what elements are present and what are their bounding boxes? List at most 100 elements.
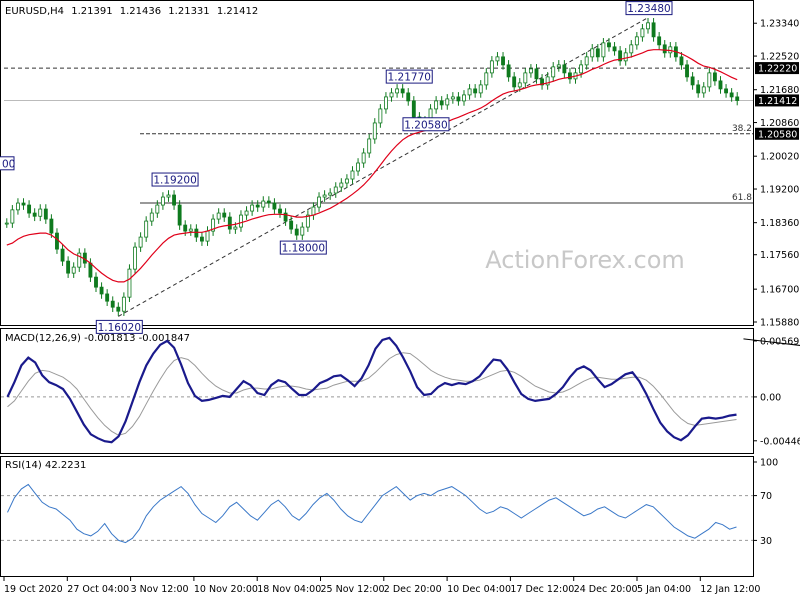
date-tick-label-4: 18 Nov 04:00 xyxy=(257,584,321,595)
date-tick-label-9: 24 Dec 20:00 xyxy=(574,584,638,595)
candle-body-40 xyxy=(227,216,232,230)
candle-body-33 xyxy=(188,228,193,232)
candle-body-87 xyxy=(489,60,494,74)
candle-body-93 xyxy=(523,72,528,84)
candle-body-100 xyxy=(562,64,567,74)
price-tick-label-2: 1.21680 xyxy=(760,85,799,96)
candle-body-122 xyxy=(685,64,689,78)
candle-body-19 xyxy=(110,300,115,308)
support-trendline xyxy=(118,17,649,317)
level-tag-box-1 xyxy=(755,127,799,140)
fib-label-0: 38.2 xyxy=(732,124,752,134)
annotation-label-0: 1.16020 xyxy=(98,322,141,334)
candle-body-94 xyxy=(528,68,533,74)
candle-body-13 xyxy=(77,252,82,268)
candle-body-18 xyxy=(105,293,110,302)
candle-body-29 xyxy=(166,194,171,198)
candle-body-58 xyxy=(328,192,333,196)
candle-body-43 xyxy=(244,210,249,216)
candle-body-10 xyxy=(60,248,65,262)
candle-body-101 xyxy=(568,72,572,80)
price-tick-label-1: 1.22520 xyxy=(760,52,799,63)
candle-body-22 xyxy=(127,268,132,298)
level-tag-label-1: 1.20580 xyxy=(758,129,797,140)
level-tag-label-0: 1.22220 xyxy=(758,64,797,75)
rsi-line xyxy=(7,483,737,544)
candle-body-67 xyxy=(378,108,383,124)
candle-body-105 xyxy=(590,48,595,58)
candle-body-90 xyxy=(506,64,511,78)
candle-body-36 xyxy=(205,230,210,242)
rsi-tick-label-1: 70 xyxy=(760,491,772,502)
partial-left-box xyxy=(0,156,15,171)
candle-body-34 xyxy=(194,228,199,238)
candle-body-125 xyxy=(701,86,706,94)
axis-layer: 1.23340 1.22520 1.21680 1.20860 1.20020 1.192… xyxy=(3,19,800,595)
candle-body-71 xyxy=(400,88,405,94)
macd-layer xyxy=(1,336,800,444)
candle-body-131 xyxy=(735,96,740,101)
candle-body-117 xyxy=(657,36,662,46)
candle-body-51 xyxy=(289,220,294,230)
price-layer: 38.2 61.8 1.16020 1.19200 1.18000 1.21770 1.20… xyxy=(0,1,753,334)
candle-body-66 xyxy=(372,122,377,140)
candle-body-78 xyxy=(439,100,444,106)
candle-body-124 xyxy=(696,84,701,94)
candle-body-7 xyxy=(43,208,48,220)
candle-body-53 xyxy=(300,226,305,236)
candle-body-45 xyxy=(255,204,260,208)
candle-body-115 xyxy=(646,22,650,30)
candle-body-25 xyxy=(144,220,149,238)
candle-body-1 xyxy=(10,209,15,224)
candle-body-129 xyxy=(724,88,728,94)
candle-body-23 xyxy=(133,246,137,270)
macd-tick-label-1: 0.00 xyxy=(760,392,781,403)
candle-body-68 xyxy=(384,96,388,110)
current-price-tag-box xyxy=(755,94,799,107)
moving-average-line xyxy=(6,49,738,283)
candle-body-98 xyxy=(551,66,556,78)
candle-body-11 xyxy=(66,260,71,274)
annotation-label-1: 1.19200 xyxy=(153,175,196,187)
candle-body-72 xyxy=(406,92,411,102)
date-tick-label-11: 12 Jan 12:00 xyxy=(700,584,760,595)
candle-body-70 xyxy=(395,88,400,94)
candle-body-12 xyxy=(71,266,76,274)
macd-signal-line xyxy=(7,352,737,436)
candle-body-49 xyxy=(278,208,282,214)
candle-body-47 xyxy=(266,200,271,204)
date-tick-label-1: 27 Oct 04:00 xyxy=(67,584,129,595)
candle-body-73 xyxy=(411,100,416,118)
candle-body-0 xyxy=(4,222,9,225)
candle-body-24 xyxy=(138,236,143,248)
macd-main-line xyxy=(6,336,737,444)
candle-body-16 xyxy=(94,276,98,288)
candle-body-62 xyxy=(350,170,355,180)
candle-body-109 xyxy=(612,46,617,52)
candle-body-26 xyxy=(149,212,154,222)
candle-body-81 xyxy=(456,96,461,102)
candle-body-91 xyxy=(512,76,517,88)
date-tick-label-8: 17 Dec 12:00 xyxy=(510,584,574,595)
candle-body-113 xyxy=(634,36,639,46)
annotation-label-3: 1.21770 xyxy=(388,72,431,84)
candle-body-42 xyxy=(239,214,243,228)
candle-body-88 xyxy=(495,56,500,62)
candle-body-15 xyxy=(88,262,93,278)
candle-body-130 xyxy=(729,92,734,98)
price-pane-title: EURUSD,H4 1.21391 1.21436 1.21331 1.2141… xyxy=(5,6,258,17)
date-tick-label-0: 19 Oct 2020 xyxy=(4,584,63,595)
candle-body-114 xyxy=(640,28,645,38)
candle-body-69 xyxy=(389,92,394,98)
candle-body-111 xyxy=(623,52,628,62)
candle-body-77 xyxy=(434,100,439,110)
date-tick-label-2: 3 Nov 12:00 xyxy=(131,584,189,595)
candle-body-65 xyxy=(367,138,372,154)
price-tick-label-3: 1.20860 xyxy=(760,118,799,129)
candle-body-8 xyxy=(49,218,54,234)
candle-body-60 xyxy=(339,182,344,188)
candle-body-116 xyxy=(651,22,656,38)
candle-body-52 xyxy=(294,228,299,236)
candle-body-89 xyxy=(501,56,505,66)
